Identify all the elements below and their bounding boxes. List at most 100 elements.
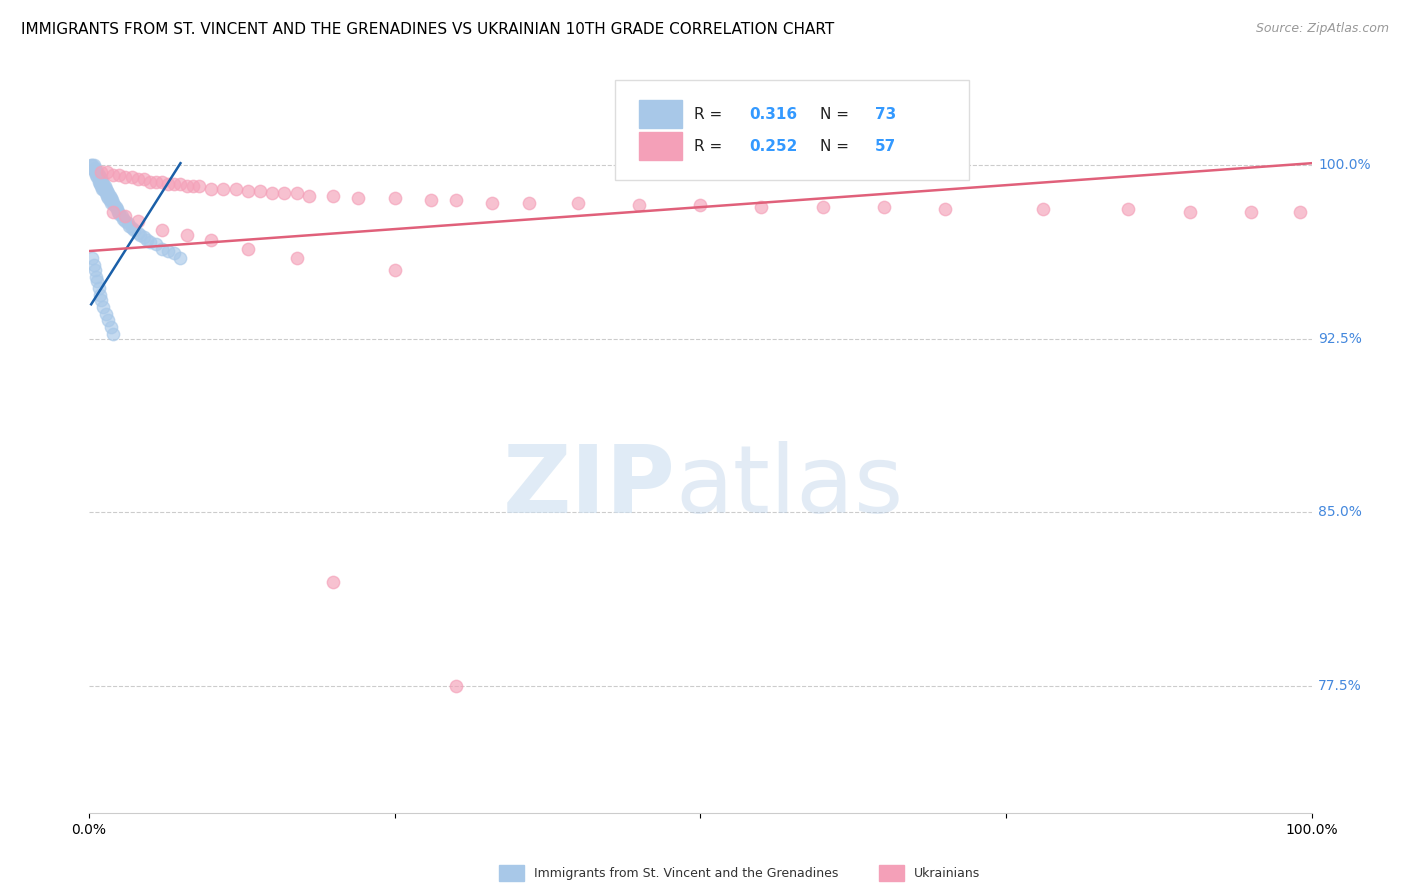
- Point: [121, 170, 143, 185]
- Point: [94, 306, 117, 320]
- Point: [96, 165, 118, 179]
- Point: [200, 181, 222, 195]
- Point: [298, 188, 321, 202]
- Point: [93, 179, 115, 194]
- Point: [98, 193, 121, 207]
- Point: [114, 210, 136, 224]
- Point: [136, 233, 159, 247]
- Point: [93, 184, 115, 198]
- Point: [322, 574, 344, 589]
- Point: [225, 181, 247, 195]
- Point: [181, 179, 204, 194]
- Text: 85.0%: 85.0%: [1317, 506, 1362, 519]
- Text: N =: N =: [820, 107, 853, 122]
- Point: [83, 262, 105, 277]
- Point: [89, 170, 111, 185]
- Point: [122, 223, 145, 237]
- Point: [567, 195, 589, 210]
- Point: [139, 175, 162, 189]
- Point: [108, 168, 131, 182]
- Text: 100.0%: 100.0%: [1317, 159, 1371, 172]
- Point: [751, 200, 773, 214]
- Point: [200, 233, 222, 247]
- Point: [129, 227, 152, 242]
- Text: IMMIGRANTS FROM ST. VINCENT AND THE GRENADINES VS UKRAINIAN 10TH GRADE CORRELATI: IMMIGRANTS FROM ST. VINCENT AND THE GREN…: [21, 22, 834, 37]
- Point: [90, 293, 112, 307]
- Point: [104, 200, 127, 214]
- Point: [117, 216, 139, 230]
- Point: [145, 175, 167, 189]
- Point: [101, 193, 124, 207]
- Point: [1032, 202, 1054, 217]
- Point: [97, 186, 120, 201]
- Point: [236, 184, 259, 198]
- Point: [83, 258, 105, 272]
- Point: [107, 204, 129, 219]
- Point: [1288, 204, 1310, 219]
- Point: [118, 219, 141, 233]
- Point: [114, 214, 136, 228]
- Point: [108, 207, 131, 221]
- Point: [285, 186, 308, 201]
- Point: [157, 244, 180, 258]
- Text: Ukrainians: Ukrainians: [914, 867, 980, 880]
- Point: [163, 246, 186, 260]
- FancyBboxPatch shape: [640, 132, 682, 161]
- Text: 77.5%: 77.5%: [1317, 679, 1361, 693]
- Point: [150, 175, 173, 189]
- FancyBboxPatch shape: [640, 101, 682, 128]
- Point: [86, 274, 108, 288]
- Point: [84, 163, 107, 178]
- Point: [111, 211, 134, 226]
- Point: [420, 193, 443, 207]
- Point: [132, 230, 155, 244]
- Text: 73: 73: [875, 107, 897, 122]
- Point: [86, 170, 108, 185]
- Point: [346, 191, 368, 205]
- Point: [82, 159, 104, 173]
- Point: [96, 188, 118, 202]
- Point: [89, 177, 111, 191]
- Point: [100, 191, 122, 205]
- Point: [94, 186, 117, 201]
- Point: [93, 300, 115, 314]
- Point: [517, 195, 540, 210]
- Point: [90, 177, 112, 191]
- Text: Immigrants from St. Vincent and the Grenadines: Immigrants from St. Vincent and the Gren…: [534, 867, 838, 880]
- Point: [1178, 204, 1201, 219]
- Point: [150, 242, 173, 256]
- Point: [87, 281, 110, 295]
- Point: [285, 251, 308, 265]
- Point: [444, 679, 467, 693]
- Point: [80, 159, 103, 173]
- Point: [103, 195, 125, 210]
- Point: [83, 163, 105, 178]
- Point: [169, 177, 191, 191]
- Point: [157, 177, 180, 191]
- Point: [83, 161, 105, 175]
- Point: [91, 181, 114, 195]
- Point: [127, 214, 149, 228]
- Point: [249, 184, 271, 198]
- Point: [103, 198, 125, 212]
- Point: [1240, 204, 1263, 219]
- Point: [100, 320, 122, 334]
- Point: [103, 204, 125, 219]
- Point: [103, 327, 125, 342]
- Text: 57: 57: [875, 139, 897, 153]
- Point: [87, 172, 110, 186]
- Point: [96, 184, 118, 198]
- Point: [176, 179, 198, 194]
- Point: [481, 195, 503, 210]
- Point: [384, 262, 406, 277]
- Point: [91, 179, 114, 194]
- Point: [628, 198, 651, 212]
- Text: Source: ZipAtlas.com: Source: ZipAtlas.com: [1256, 22, 1389, 36]
- Point: [127, 172, 149, 186]
- Text: 0.252: 0.252: [749, 139, 797, 153]
- Point: [322, 188, 344, 202]
- Text: ZIP: ZIP: [503, 442, 676, 533]
- Point: [384, 191, 406, 205]
- Point: [86, 165, 108, 179]
- FancyBboxPatch shape: [614, 80, 969, 180]
